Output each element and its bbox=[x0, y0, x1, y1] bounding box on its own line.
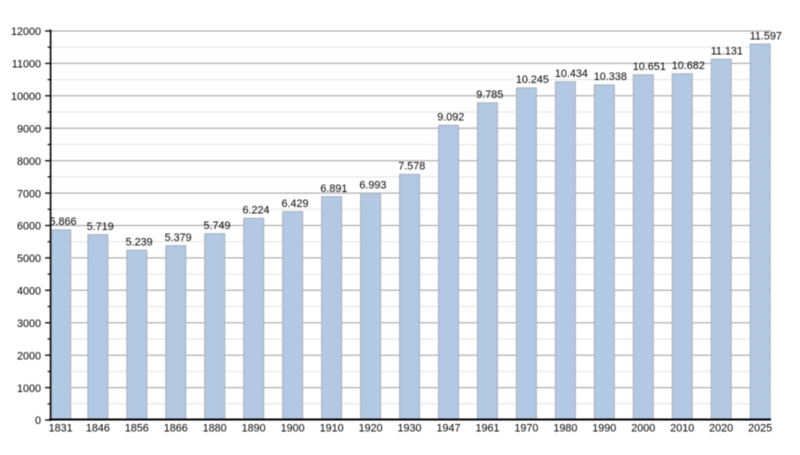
svg-text:6.224: 6.224 bbox=[243, 205, 270, 217]
svg-text:5000: 5000 bbox=[17, 253, 41, 265]
svg-text:5.866: 5.866 bbox=[50, 216, 77, 228]
svg-text:3000: 3000 bbox=[17, 318, 41, 330]
svg-text:1880: 1880 bbox=[203, 423, 227, 435]
svg-text:8000: 8000 bbox=[17, 156, 41, 168]
svg-text:2000: 2000 bbox=[17, 350, 41, 362]
svg-text:1000: 1000 bbox=[17, 383, 41, 395]
svg-text:9000: 9000 bbox=[17, 123, 41, 135]
svg-text:10.338: 10.338 bbox=[594, 71, 627, 83]
svg-text:0: 0 bbox=[35, 415, 41, 427]
svg-text:2020: 2020 bbox=[709, 423, 733, 435]
svg-text:12000: 12000 bbox=[11, 26, 41, 38]
svg-text:5.749: 5.749 bbox=[204, 220, 231, 232]
svg-text:1990: 1990 bbox=[592, 423, 616, 435]
svg-text:1961: 1961 bbox=[475, 423, 499, 435]
svg-text:1846: 1846 bbox=[86, 423, 110, 435]
svg-text:10.245: 10.245 bbox=[516, 74, 549, 86]
svg-text:7.578: 7.578 bbox=[398, 161, 425, 173]
svg-text:11.597: 11.597 bbox=[750, 30, 782, 42]
svg-text:10.651: 10.651 bbox=[633, 61, 666, 73]
svg-text:1980: 1980 bbox=[553, 423, 577, 435]
svg-text:9.785: 9.785 bbox=[476, 89, 503, 101]
svg-text:1900: 1900 bbox=[281, 423, 305, 435]
svg-text:1856: 1856 bbox=[125, 423, 149, 435]
svg-text:5.239: 5.239 bbox=[126, 237, 153, 249]
svg-text:6.429: 6.429 bbox=[282, 198, 309, 210]
svg-text:1831: 1831 bbox=[49, 423, 73, 435]
svg-text:1947: 1947 bbox=[436, 423, 460, 435]
svg-text:10.434: 10.434 bbox=[555, 68, 588, 80]
svg-text:5.719: 5.719 bbox=[87, 221, 114, 233]
svg-text:7000: 7000 bbox=[17, 188, 41, 200]
svg-text:5.379: 5.379 bbox=[165, 232, 192, 244]
svg-text:9.092: 9.092 bbox=[437, 112, 464, 124]
svg-text:1920: 1920 bbox=[359, 423, 383, 435]
svg-text:10.682: 10.682 bbox=[672, 60, 705, 72]
svg-text:11.131: 11.131 bbox=[711, 46, 743, 58]
svg-text:4000: 4000 bbox=[17, 286, 41, 298]
svg-text:6000: 6000 bbox=[17, 221, 41, 233]
svg-text:1930: 1930 bbox=[397, 423, 421, 435]
svg-text:1910: 1910 bbox=[320, 423, 344, 435]
svg-text:2025: 2025 bbox=[748, 423, 772, 435]
svg-text:1866: 1866 bbox=[164, 423, 188, 435]
svg-text:2010: 2010 bbox=[670, 423, 694, 435]
svg-text:11000: 11000 bbox=[12, 59, 41, 71]
svg-text:2000: 2000 bbox=[631, 423, 655, 435]
svg-text:10000: 10000 bbox=[11, 91, 41, 103]
svg-text:6.993: 6.993 bbox=[359, 180, 386, 192]
svg-text:6.891: 6.891 bbox=[320, 183, 347, 195]
svg-text:1890: 1890 bbox=[242, 423, 266, 435]
svg-text:1970: 1970 bbox=[514, 423, 538, 435]
